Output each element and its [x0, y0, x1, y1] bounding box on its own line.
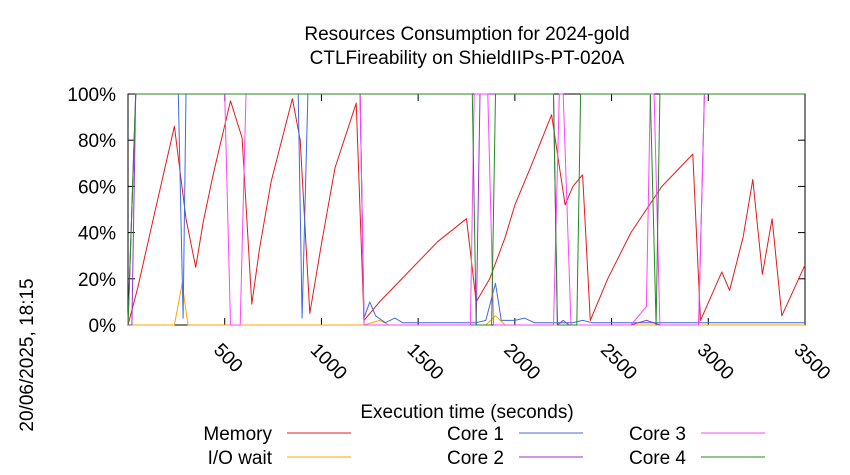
legend-label: Memory: [203, 424, 272, 445]
legend-label: Core 3: [629, 424, 686, 445]
y-axis: 0% 20% 40% 60% 80% 100%: [67, 85, 805, 337]
x-axis-label: Execution time (seconds): [360, 402, 573, 423]
legend-label: Core 4: [629, 448, 686, 469]
x-tick-label: 1000: [306, 340, 351, 385]
x-tick-label: 3000: [693, 340, 738, 385]
legend: Memory I/O wait Core 1 Core 2 Core 3 Core 4: [203, 424, 765, 469]
series-memory-line: [127, 98, 806, 326]
date-side-label: 20/06/2025, 18:15: [17, 278, 38, 431]
series-i-o-wait-line: [128, 282, 805, 326]
x-tick-label: 1500: [403, 340, 448, 385]
y-tick-label: 100%: [67, 85, 116, 106]
x-tick-label: 2500: [596, 340, 641, 385]
y-tick-label: 80%: [78, 131, 116, 152]
x-tick-label: 500: [209, 340, 246, 377]
y-tick-label: 20%: [78, 270, 116, 291]
series-core-4-line: [127, 93, 805, 326]
legend-label: Core 2: [447, 448, 504, 469]
series-layer: [127, 93, 806, 326]
x-axis: 500 1000 1500 2000 2500 3000 3500: [209, 94, 834, 384]
series-core-3-line: [127, 93, 805, 326]
y-tick-label: 0%: [89, 316, 117, 337]
x-tick-label: 2000: [499, 340, 544, 385]
legend-label: I/O wait: [208, 448, 273, 469]
x-tick-label: 3500: [789, 340, 834, 385]
chart-title-line-1: Resources Consumption for 2024-gold: [304, 24, 629, 45]
y-tick-label: 60%: [78, 177, 116, 198]
y-tick-label: 40%: [78, 224, 116, 245]
chart-title-line-2: CTLFireability on ShieldIIPs-PT-020A: [310, 48, 625, 69]
legend-label: Core 1: [447, 424, 504, 445]
